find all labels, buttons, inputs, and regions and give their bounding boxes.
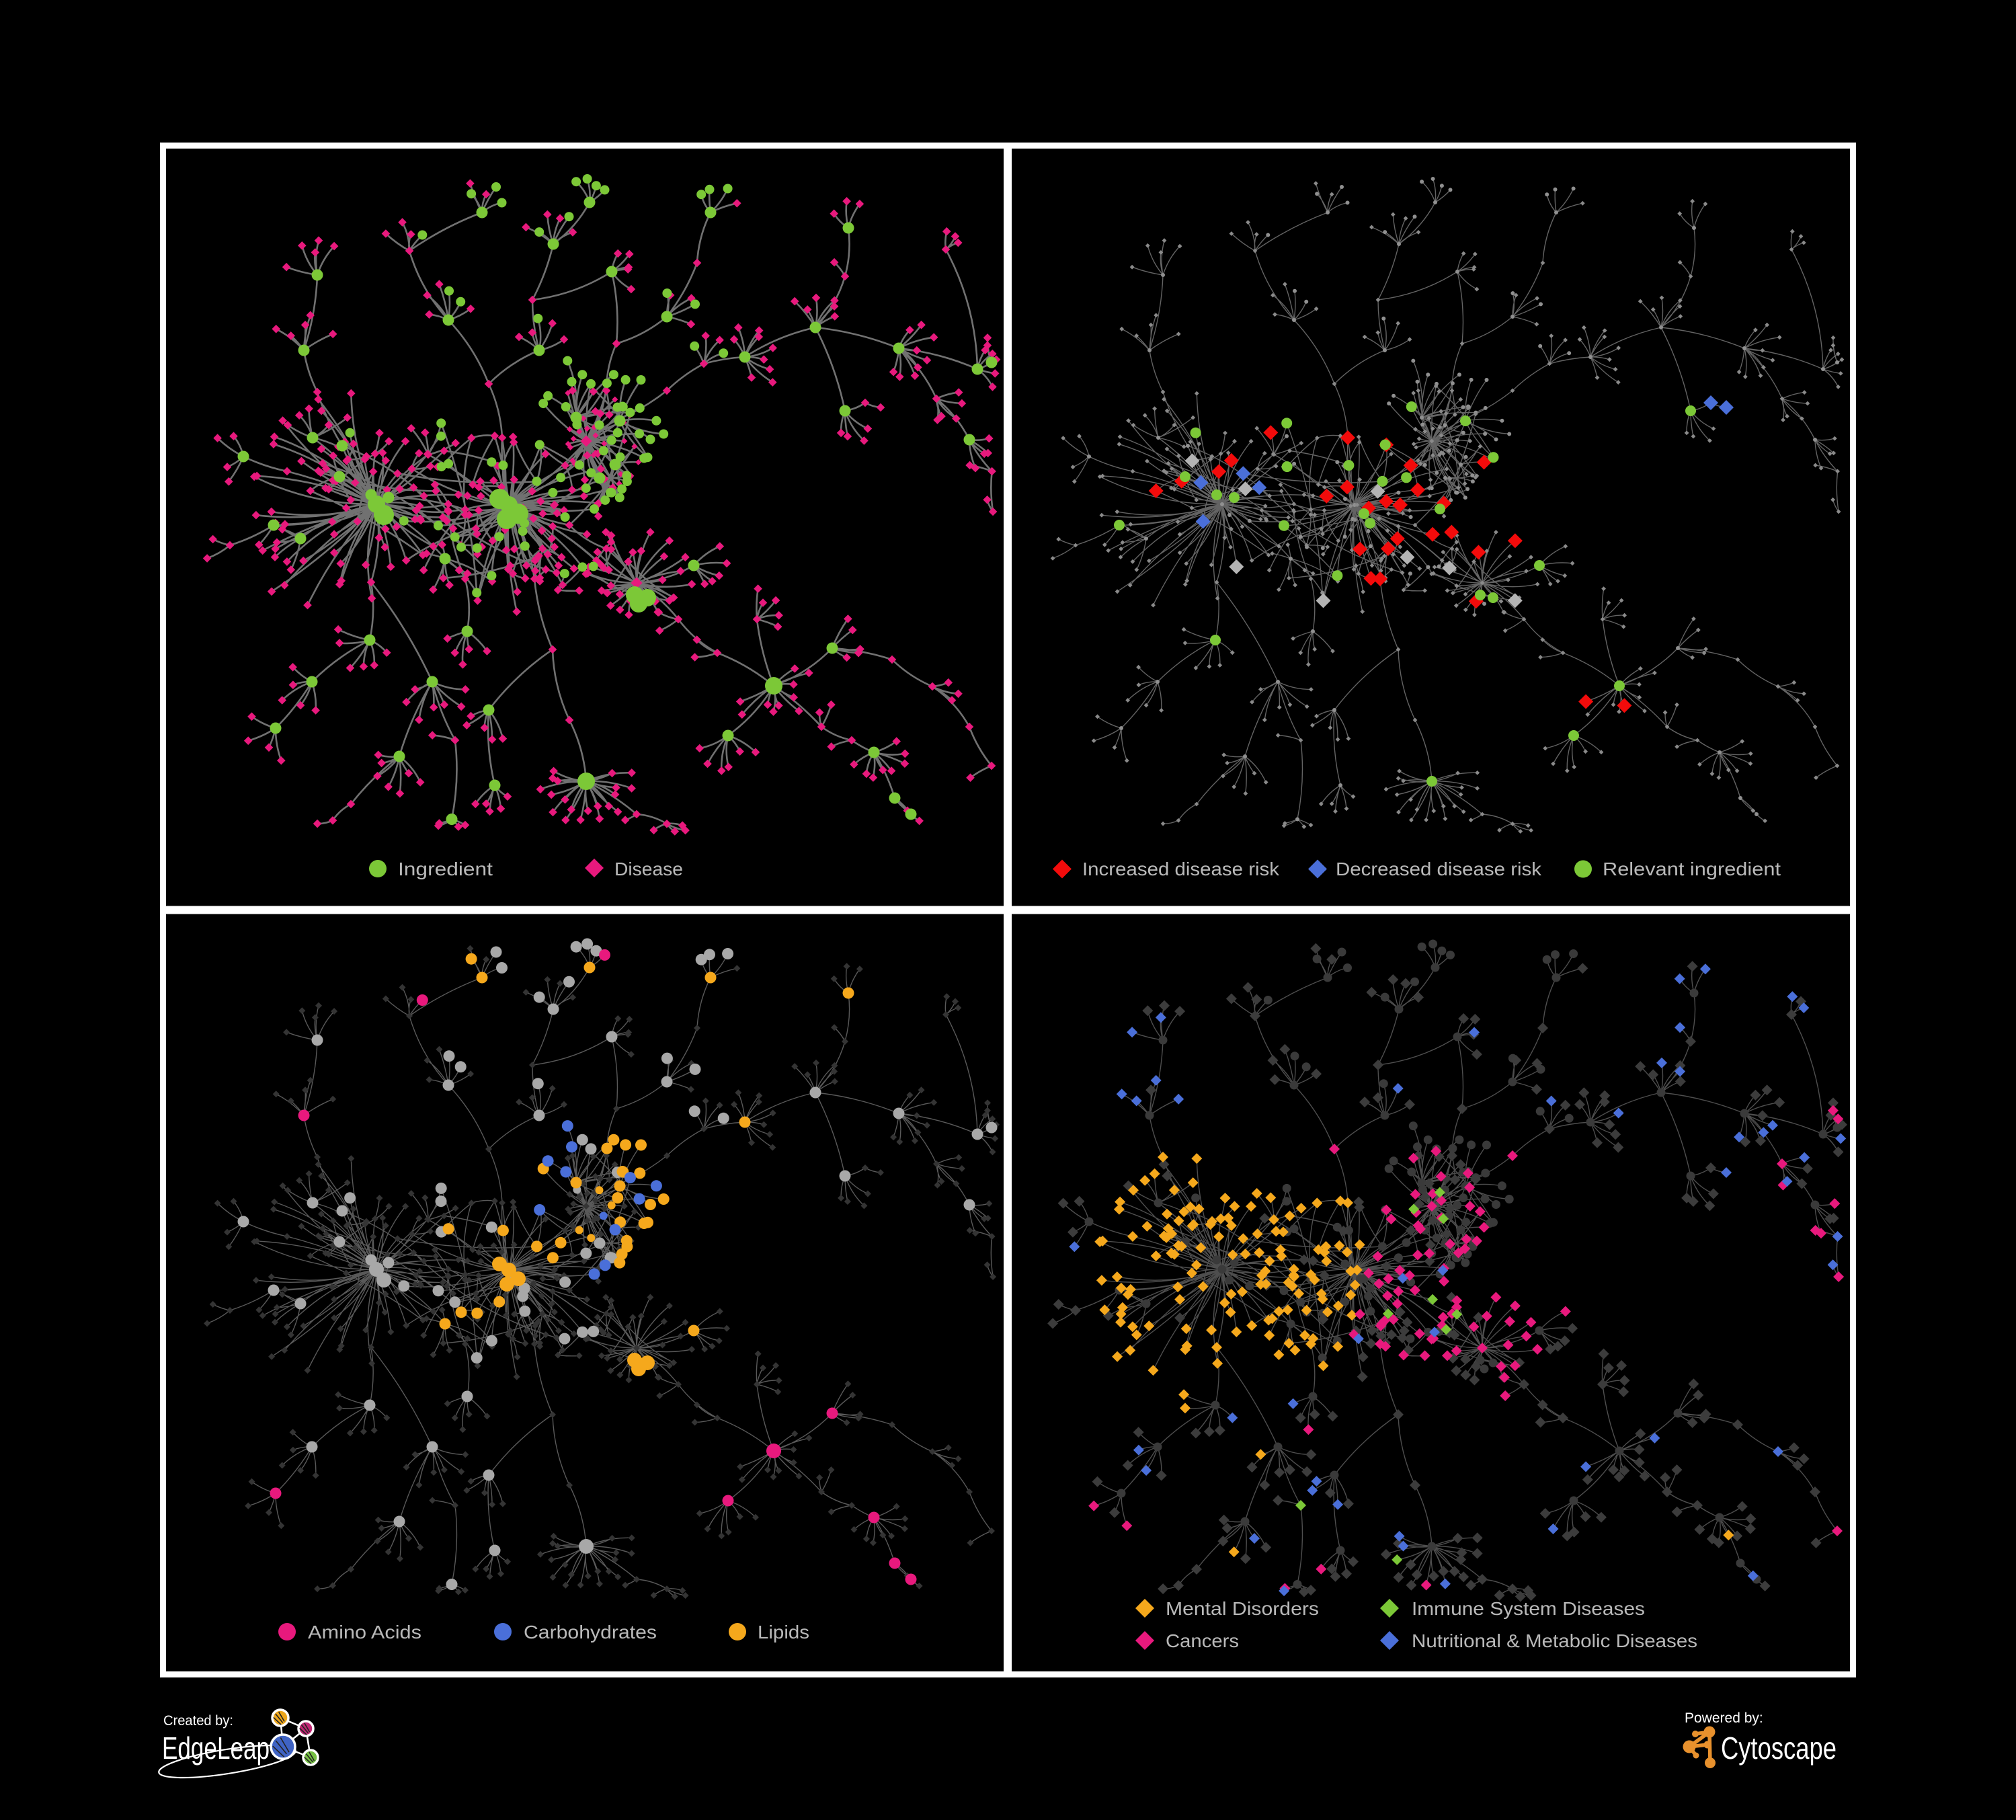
svg-text:Relevant ingredient: Relevant ingredient — [1603, 859, 1781, 879]
svg-text:Nutritional & Metabolic Diseas: Nutritional & Metabolic Diseases — [1412, 1630, 1697, 1651]
svg-text:Mental Disorders: Mental Disorders — [1166, 1598, 1319, 1619]
svg-text:Decreased disease risk: Decreased disease risk — [1336, 859, 1542, 879]
svg-text:Ingredient: Ingredient — [398, 859, 493, 879]
svg-text:Cytoscape: Cytoscape — [1721, 1731, 1837, 1766]
svg-text:Created by:: Created by: — [163, 1713, 233, 1729]
svg-text:Lipids: Lipids — [758, 1622, 809, 1643]
svg-text:Increased disease risk: Increased disease risk — [1082, 859, 1280, 879]
svg-text:Cancers: Cancers — [1166, 1630, 1239, 1651]
svg-text:Carbohydrates: Carbohydrates — [524, 1622, 657, 1643]
svg-text:Amino Acids: Amino Acids — [308, 1622, 421, 1643]
svg-text:Powered by:: Powered by: — [1685, 1710, 1763, 1726]
svg-text:Disease: Disease — [614, 859, 683, 879]
svg-text:Immune System Diseases: Immune System Diseases — [1412, 1598, 1645, 1619]
